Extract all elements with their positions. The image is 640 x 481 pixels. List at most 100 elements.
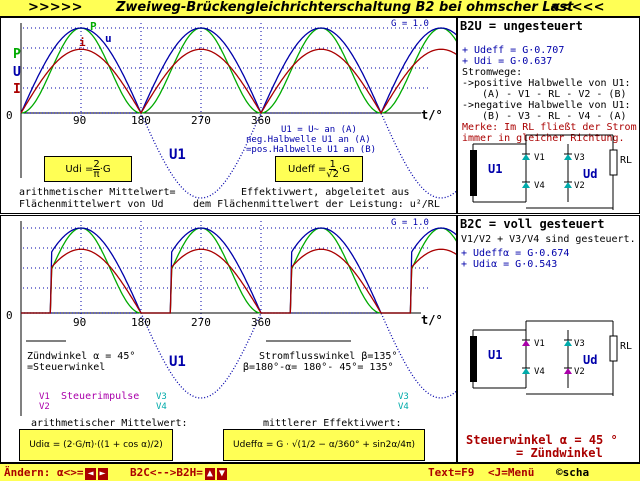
bottom-pulse-v2: V2 xyxy=(39,402,50,412)
b2c-udi: + Udiα = G·0.543 xyxy=(461,259,558,270)
b2u-merke-1: Merke: Im RL fließt der Strom xyxy=(462,122,637,133)
bottom-zund-2: =Steuerwinkel xyxy=(27,362,105,373)
b2u-v1: V1 xyxy=(534,153,545,163)
status-menu[interactable]: <J=Menü xyxy=(488,466,535,479)
bottom-pulse-v3: V3 xyxy=(156,392,167,402)
top-chart-panel: P U I P u i G = 1.0 0 90 180 270 360 t/°… xyxy=(0,17,457,214)
top-caption-right-1: Effektivwert, abgeleitet aus xyxy=(241,187,410,198)
top-power-curve xyxy=(20,27,456,114)
bottom-tick-180: 180 xyxy=(131,316,151,329)
top-caption-left-2: Flächenmittelwert von Ud xyxy=(19,199,164,210)
bottom-pulse-v3b: V3 xyxy=(398,392,409,402)
title-arrows-right: <<<<< xyxy=(550,0,605,15)
bottom-strom-1: Stromflusswinkel β=135° xyxy=(259,351,397,362)
bottom-tick-360: 360 xyxy=(251,316,271,329)
formula-udi-num: 2 xyxy=(93,158,100,170)
legend-u: U xyxy=(13,65,21,80)
top-u1-curve xyxy=(21,112,456,199)
b2u-rl: RL xyxy=(620,155,632,166)
b2c-ud: Ud xyxy=(583,353,597,367)
bottom-chart-panel: G = 1.0 0 90 180 270 360 t/° U1 Zündwink… xyxy=(0,215,457,463)
b2c-v3: V3 xyxy=(574,339,585,349)
top-chart-svg: P U I P u i G = 1.0 0 90 180 270 360 t/°… xyxy=(6,19,456,210)
b2u-pos-path: (A) - V1 - RL - V2 - (B) xyxy=(482,89,627,100)
arrow-up-icon[interactable]: ▲ xyxy=(204,468,215,480)
top-zero-label: 0 xyxy=(6,109,13,122)
top-voltage-curve xyxy=(20,27,456,115)
bottom-pulse-v1: V1 xyxy=(39,392,50,402)
formula-udi-box: Udi = 2 π ·G xyxy=(44,156,132,182)
b2u-pos: ->positive Halbwelle von U1: xyxy=(462,78,631,89)
b2c-v1: V1 xyxy=(534,339,545,349)
bottom-zero-label: 0 xyxy=(6,309,13,322)
b2c-heading: B2C = voll gesteuert xyxy=(460,217,605,231)
b2c-steuer-1: Steuerwinkel α = 45 ° xyxy=(466,433,618,447)
status-aendern[interactable]: Ändern: α<>= ◄ ► xyxy=(4,464,108,481)
formula-udeffalpha-box: Udeffα = G · √(1/2 − α/360° + sin2α/4π) xyxy=(223,429,425,461)
bottom-caption-left: arithmetischer Mittelwert: xyxy=(31,418,188,429)
formula-udeffalpha: Udeffα = G · √(1/2 − α/360° + sin2α/4π) xyxy=(233,440,415,450)
b2c-v4: V4 xyxy=(534,367,545,377)
bottom-current-curve xyxy=(21,248,456,314)
formula-udialpha: Udiα = (2·G/π)·((1 + cos α)/2) xyxy=(29,440,163,450)
bottom-strom-2: β=180°-α= 180°- 45°= 135° xyxy=(243,362,394,373)
bottom-pulse-label: Steuerimpulse xyxy=(61,391,139,402)
top-u1-label: U1 xyxy=(169,147,186,163)
curve-p-label: P xyxy=(90,20,97,33)
formula-udeff-left: Udeff = xyxy=(288,163,327,175)
formula-udeff-right: ·G xyxy=(339,163,350,175)
b2u-merke-2: immer in gleicher Richtung. xyxy=(462,133,625,144)
arrow-left-icon[interactable]: ◄ xyxy=(85,468,96,480)
bottom-u1-label: U1 xyxy=(169,354,186,370)
bottom-voltage-curve xyxy=(21,227,456,314)
b2c-steuerwinkel: Steuerwinkel α = 45 ° = Zündwinkel xyxy=(466,434,618,460)
bottom-power-curve xyxy=(21,227,456,314)
title-bar: >>>>> Zweiweg-Brückengleichrichterschalt… xyxy=(0,0,640,17)
bottom-chart-svg: G = 1.0 0 90 180 270 360 t/° U1 Zündwink… xyxy=(6,218,456,429)
top-side-text: + Udeff = G·0.707 + Udi = G·0.637 Stromw… xyxy=(462,45,638,144)
bottom-tick-270: 270 xyxy=(191,316,211,329)
top-annotation-2: neg.Halbwelle U1 an (A) xyxy=(246,135,371,145)
title-arrows-left: >>>>> xyxy=(28,0,83,15)
b2c-udeff: + Udeffα = G·0.674 xyxy=(461,248,570,259)
top-current-curve xyxy=(20,48,456,115)
b2u-ud: Ud xyxy=(583,167,597,181)
bottom-pulse-v4: V4 xyxy=(156,402,167,412)
b2c-v2: V2 xyxy=(574,367,585,377)
arrow-down-icon[interactable]: ▼ xyxy=(216,468,227,480)
b2u-neg: ->negative Halbwelle von U1: xyxy=(462,100,631,111)
b2u-heading: B2U = ungesteuert xyxy=(460,19,583,33)
top-caption-left-1: arithmetischer Mittelwert= xyxy=(19,187,176,198)
status-switch-label: B2C<-->B2H= xyxy=(130,466,203,479)
arrow-right-icon[interactable]: ► xyxy=(97,468,108,480)
b2u-v4: V4 xyxy=(534,181,545,191)
bottom-g-label: G = 1.0 xyxy=(391,218,429,228)
b2u-neg-path: (B) - V3 - RL - V4 - (A) xyxy=(482,111,627,122)
b2c-gesteuert: V1/V2 + V3/V4 sind gesteuert. xyxy=(461,234,636,245)
bottom-zund-1: Zündwinkel α = 45° xyxy=(27,351,135,362)
b2u-v2: V2 xyxy=(574,181,585,191)
status-copyright: ©scha xyxy=(556,466,590,479)
bottom-x-axis-label: t/° xyxy=(421,313,443,327)
top-tick-360: 360 xyxy=(251,114,271,127)
top-tick-90: 90 xyxy=(73,114,86,127)
top-annotation-3: =pos.Halbwelle U1 an (B) xyxy=(246,145,376,155)
curve-u-label: u xyxy=(105,32,112,45)
b2u-udi: + Udi = G·0.637 xyxy=(462,56,553,67)
b2c-rl: RL xyxy=(620,341,632,352)
b2c-steuer-2: = Zündwinkel xyxy=(516,446,603,460)
top-x-axis-label: t/° xyxy=(421,108,443,122)
bottom-pulse-v4b: V4 xyxy=(398,402,409,412)
status-switch[interactable]: B2C<-->B2H= ▲ ▼ xyxy=(130,464,227,481)
status-aendern-label: Ändern: α<>= xyxy=(4,466,84,479)
formula-udeff-box: Udeff = 1 √2 ·G xyxy=(275,156,363,182)
b2u-v3: V3 xyxy=(574,153,585,163)
status-bar: Ändern: α<>= ◄ ► B2C<-->B2H= ▲ ▼ Text=F9 <J=… xyxy=(0,463,640,481)
bottom-tick-90: 90 xyxy=(73,316,86,329)
status-text-f9[interactable]: Text=F9 xyxy=(428,466,475,479)
b2c-u1: U1 xyxy=(488,348,502,362)
top-side-panel: B2U = ungesteuert + Udeff = G·0.707 + Ud… xyxy=(457,17,640,214)
b2u-u1: U1 xyxy=(488,162,502,176)
top-tick-270: 270 xyxy=(191,114,211,127)
formula-udi-left: Udi = xyxy=(65,163,94,175)
